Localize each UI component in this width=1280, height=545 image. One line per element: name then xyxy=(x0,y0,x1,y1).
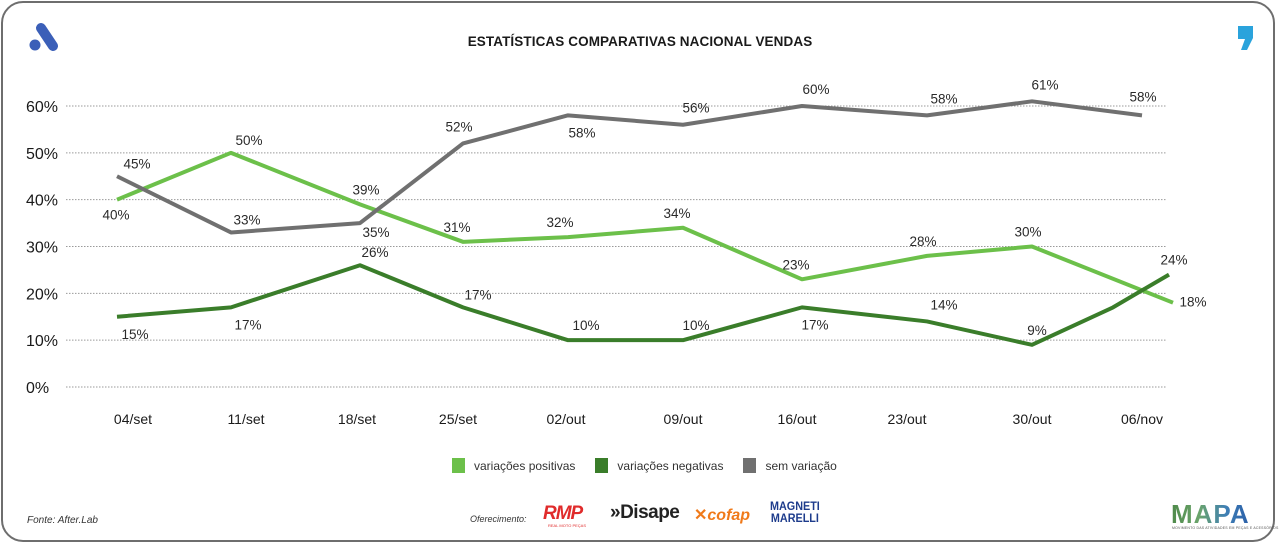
y-tick-label: 30% xyxy=(26,240,58,257)
legend-swatch-no-change xyxy=(743,458,757,473)
data-label-positive: 28% xyxy=(909,234,936,249)
series-line-positive xyxy=(116,150,1174,305)
x-tick-label: 18/set xyxy=(338,411,376,427)
x-tick-label: 25/set xyxy=(439,411,477,427)
legend-item-negative: variações negativas xyxy=(595,458,723,473)
chart-title: ESTATÍSTICAS COMPARATIVAS NACIONAL VENDA… xyxy=(467,34,813,49)
legend-item-no-change: sem variação xyxy=(743,458,837,473)
legend-swatch-negative xyxy=(595,458,609,473)
x-tick-label: 06/nov xyxy=(1121,411,1163,427)
data-label-no-change: 35% xyxy=(362,225,389,240)
data-label-negative: 17% xyxy=(464,287,491,302)
brand-a-logo-icon xyxy=(29,23,58,51)
data-label-positive: 50% xyxy=(235,133,262,148)
x-tick-label: 09/out xyxy=(664,411,703,427)
data-label-no-change: 60% xyxy=(802,82,829,97)
disape-logo: »Disape xyxy=(610,502,680,523)
x-tick-label: 30/out xyxy=(1013,411,1052,427)
comma-logo-icon xyxy=(1238,26,1253,50)
y-tick-label: 0% xyxy=(26,380,49,397)
data-label-no-change: 45% xyxy=(123,156,150,171)
data-label-no-change: 56% xyxy=(682,101,709,116)
y-tick-label: 20% xyxy=(26,286,58,303)
y-tick-label: 10% xyxy=(26,333,58,350)
x-tick-label: 16/out xyxy=(778,411,817,427)
data-label-positive: 32% xyxy=(546,215,573,230)
source-note: Fonte: After.Lab xyxy=(27,515,98,526)
x-axis-ticks: 04/set 11/set 18/set 25/set 02/out 09/out 16/o… xyxy=(114,411,1163,427)
data-label-no-change: 52% xyxy=(445,119,472,134)
data-label-positive: 39% xyxy=(352,182,379,197)
y-tick-label: 50% xyxy=(26,146,58,163)
legend-label-negative: variações negativas xyxy=(617,458,724,473)
mapa-logo: MAPA xyxy=(1171,499,1250,529)
data-label-negative: 24% xyxy=(1160,253,1187,268)
data-label-positive: 30% xyxy=(1014,225,1041,240)
data-label-positive: 18% xyxy=(1179,295,1206,310)
rmp-logo: RMP xyxy=(543,503,583,524)
sponsor-label: Oferecimento: xyxy=(470,514,527,524)
rmp-logo-subtitle: REAL MOTO PEÇAS xyxy=(548,523,587,528)
data-label-negative: 10% xyxy=(682,318,709,333)
data-label-no-change: 58% xyxy=(1129,89,1156,104)
x-tick-label: 04/set xyxy=(114,411,152,427)
data-labels: 40% 50% 39% 31% 32% 34% 23% 28% 30% 18% 15% 17% 26% 1… xyxy=(102,77,1206,341)
x-tick-label: 23/out xyxy=(888,411,927,427)
legend: variações positivas variações negativas … xyxy=(452,458,857,473)
legend-label-no-change: sem variação xyxy=(765,458,837,473)
mapa-logo-subtitle: MOVIMENTO DAS ATIVIDADES EM PEÇAS E ACES… xyxy=(1172,526,1279,530)
cofap-logo: ✕cofap xyxy=(694,505,750,525)
gridlines xyxy=(66,105,1166,388)
legend-swatch-positive xyxy=(452,458,465,473)
magneti-marelli-logo: MAGNETI MARELLI xyxy=(770,500,820,524)
legend-item-positive: variações positivas xyxy=(452,458,575,473)
y-axis-ticks: 0% 10% 20% 30% 40% 50% 60% xyxy=(26,99,58,397)
data-label-negative: 14% xyxy=(930,297,957,312)
data-label-no-change: 33% xyxy=(233,212,260,227)
data-label-negative: 15% xyxy=(121,327,148,342)
data-label-negative: 9% xyxy=(1027,323,1047,338)
data-label-positive: 40% xyxy=(102,208,129,223)
data-label-positive: 34% xyxy=(663,206,690,221)
cofap-x-icon: ✕ xyxy=(694,507,708,524)
data-label-negative: 17% xyxy=(234,317,261,332)
data-label-negative: 10% xyxy=(572,318,599,333)
magneti-line2: MARELLI xyxy=(770,511,819,525)
series-line-negative xyxy=(116,263,1171,347)
y-tick-label: 60% xyxy=(26,99,58,116)
data-label-no-change: 61% xyxy=(1031,77,1058,92)
data-label-positive: 31% xyxy=(443,220,470,235)
y-tick-label: 40% xyxy=(26,193,58,210)
series-line-no-change xyxy=(116,99,1143,235)
x-tick-label: 11/set xyxy=(227,411,264,427)
legend-label-positive: variações positivas xyxy=(474,458,576,473)
data-label-no-change: 58% xyxy=(930,91,957,106)
series-lines xyxy=(116,99,1174,347)
magneti-line1: MAGNETI xyxy=(770,499,820,513)
x-tick-label: 02/out xyxy=(547,411,586,427)
cofap-logo-text: cofap xyxy=(707,507,751,524)
data-label-negative: 26% xyxy=(361,245,388,260)
data-label-positive: 23% xyxy=(782,257,809,272)
data-label-negative: 17% xyxy=(801,317,828,332)
data-label-no-change: 58% xyxy=(568,125,595,140)
